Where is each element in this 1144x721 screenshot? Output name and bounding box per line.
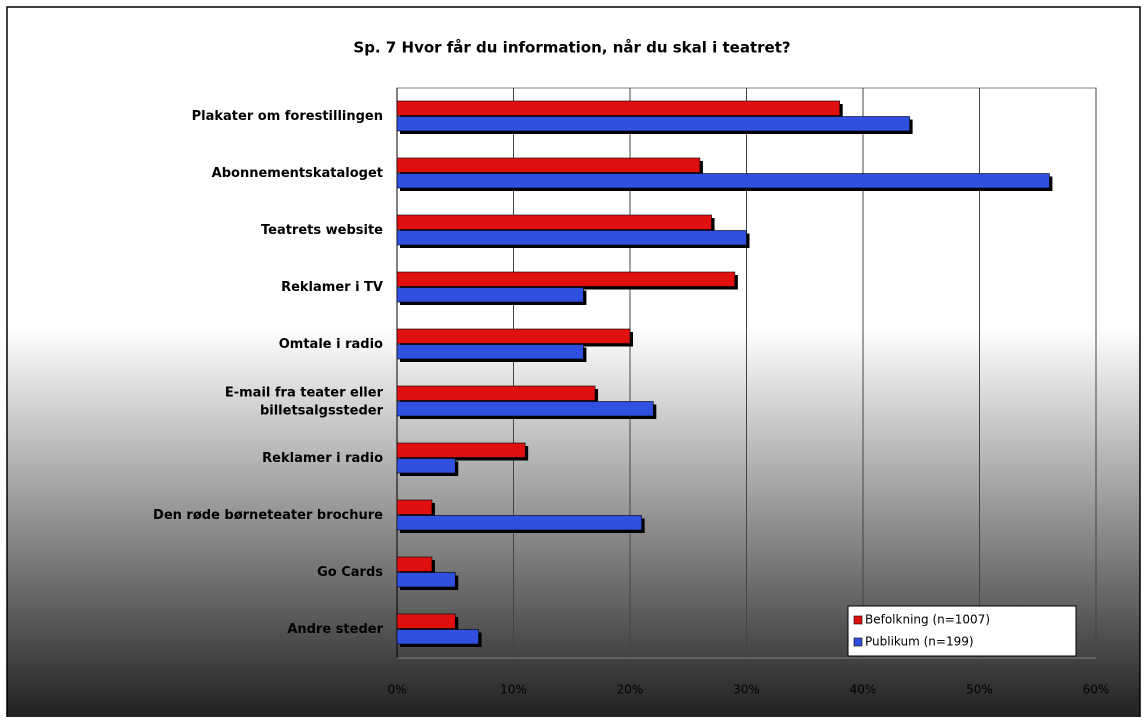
bar (396, 328, 631, 344)
bar (396, 572, 456, 588)
bar (396, 214, 712, 230)
x-tick-label: 50% (966, 683, 993, 697)
legend (847, 605, 1077, 657)
y-tick-label: Go Cards (317, 565, 383, 580)
bar (396, 287, 584, 303)
x-tick-label: 60% (1083, 683, 1110, 697)
y-tick-label: Andre steder (287, 622, 383, 637)
x-tick-label: 30% (733, 683, 760, 697)
bar (396, 401, 654, 417)
bar (396, 344, 584, 360)
y-tick-label-line: billetsalgssteder (260, 403, 384, 418)
legend-label: Befolkning (n=1007) (865, 613, 990, 627)
x-tick-label: 0% (387, 683, 406, 697)
bar (396, 458, 456, 474)
x-tick-label: 40% (850, 683, 877, 697)
bar (396, 629, 479, 645)
chart-title: Sp. 7 Hvor får du information, når du sk… (353, 39, 790, 57)
y-tick-label: E-mail fra teater eller billetsalgssteder (225, 385, 384, 418)
y-tick-label: Teatrets website (261, 223, 383, 238)
bar (396, 442, 526, 458)
bar (396, 613, 456, 629)
y-tick-label: Abonnementskataloget (212, 166, 383, 181)
bar (396, 100, 841, 116)
legend-swatch (853, 637, 863, 647)
y-tick-label: Reklamer i radio (262, 451, 383, 466)
bar (396, 271, 736, 287)
bar (396, 230, 747, 246)
y-tick-label: Den røde børneteater brochure (153, 508, 383, 523)
bar (396, 515, 642, 531)
bar (396, 173, 1050, 189)
bar (396, 116, 910, 132)
x-tick-label: 10% (500, 683, 527, 697)
legend-swatch (853, 615, 863, 625)
y-tick-label: Plakater om forestillingen (192, 109, 383, 124)
y-tick-label: Reklamer i TV (281, 280, 383, 295)
y-tick-label: Omtale i radio (279, 337, 383, 352)
bar (396, 556, 433, 572)
bar (396, 385, 596, 401)
y-tick-label-line: E-mail fra teater eller (225, 385, 384, 400)
legend-label: Publikum (n=199) (865, 635, 974, 649)
x-tick-label: 20% (617, 683, 644, 697)
bar (396, 499, 433, 515)
bar (396, 157, 701, 173)
